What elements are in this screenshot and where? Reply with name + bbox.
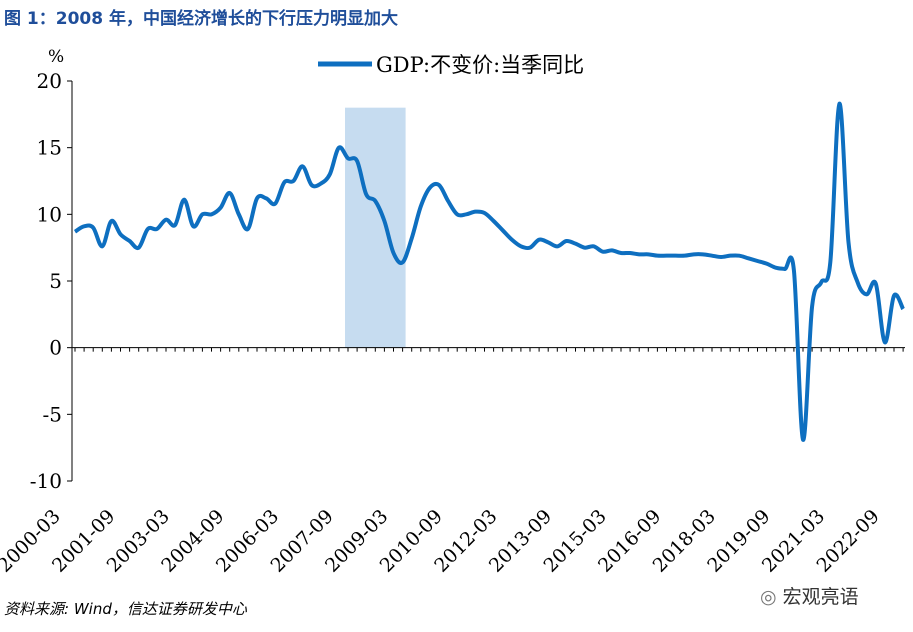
- recession-shade: [345, 107, 406, 348]
- y-tick-label: 20: [37, 69, 62, 93]
- y-tick-label: 15: [37, 136, 62, 160]
- wechat-icon: ◎: [760, 586, 783, 608]
- y-tick-label: -5: [43, 402, 62, 426]
- y-tick-label: 0: [49, 336, 62, 360]
- legend-label: GDP:不变价:当季同比: [376, 53, 584, 77]
- gdp-series-line: [73, 101, 905, 442]
- watermark: ◎ 宏观亮语: [760, 582, 859, 609]
- source-note: 资料来源: Wind，信达证券研发中心: [4, 600, 247, 618]
- y-tick-label: 5: [49, 269, 62, 293]
- y-tick-label: 10: [37, 202, 62, 226]
- y-tick-label: -10: [30, 469, 62, 493]
- chart-title: 图 1：2008 年，中国经济增长的下行压力明显加大: [4, 9, 398, 29]
- watermark-text: 宏观亮语: [782, 586, 859, 608]
- y-axis-unit: %: [48, 47, 64, 67]
